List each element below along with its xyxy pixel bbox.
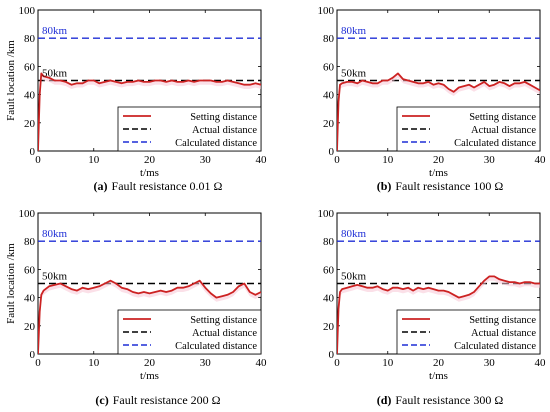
y-tick-label: 0 — [30, 146, 36, 158]
caption-text: Fault resistance 100 Ω — [395, 179, 503, 193]
y-tick-label: 20 — [323, 118, 335, 130]
x-axis-label: t/ms — [140, 167, 159, 179]
x-tick-label: 10 — [88, 154, 100, 166]
x-axis-label: t/ms — [429, 370, 448, 382]
legend-label-2: Actual distance — [471, 125, 536, 136]
x-tick-label: 10 — [382, 357, 394, 369]
annotation-50km: 50km — [341, 68, 367, 80]
y-tick-label: 100 — [318, 5, 335, 17]
legend-label-1: Setting distance — [469, 112, 536, 123]
series-line-1 — [337, 275, 540, 354]
y-tick-label: 40 — [323, 293, 335, 305]
caption-tag: (b) — [377, 179, 392, 193]
chart-panel-3: 0 10 20 30 40 0 20 40 60 80 100 t/ms Fault location … — [5, 208, 267, 407]
x-axis-label: t/ms — [429, 167, 448, 179]
panel-caption: (a) Fault resistance 0.01 Ω — [94, 179, 223, 193]
y-axis-label: Fault location /km — [5, 243, 17, 324]
chart-panel-4: 0 10 20 30 40 0 20 40 60 80 100 t/ms 80km 50km Setting… — [318, 208, 547, 407]
series-line-1 — [38, 279, 261, 354]
legend-label-1: Setting distance — [190, 112, 257, 123]
x-tick-label: 20 — [144, 357, 156, 369]
legend-label-3: Calculated distance — [175, 138, 257, 149]
y-tick-label: 20 — [24, 321, 36, 333]
y-tick-label: 60 — [323, 264, 335, 276]
x-tick-label: 40 — [256, 357, 268, 369]
legend-label-2: Actual distance — [192, 328, 257, 339]
x-tick-label: 0 — [35, 154, 41, 166]
y-tick-label: 0 — [329, 146, 335, 158]
annotation-50km: 50km — [42, 271, 68, 283]
y-tick-label: 60 — [323, 61, 335, 73]
x-tick-label: 10 — [88, 357, 100, 369]
x-tick-label: 20 — [433, 154, 445, 166]
x-tick-label: 40 — [535, 154, 547, 166]
x-tick-label: 30 — [484, 154, 496, 166]
annotation-80km: 80km — [42, 228, 68, 240]
y-tick-label: 80 — [24, 236, 36, 248]
x-tick-label: 40 — [256, 154, 268, 166]
annotation-80km: 80km — [341, 25, 367, 37]
annotation-80km: 80km — [42, 25, 68, 37]
y-tick-label: 0 — [329, 349, 335, 361]
chart-panel-2: 0 10 20 30 40 0 20 40 60 80 100 t/ms 80km 50km Setting… — [318, 5, 547, 193]
legend-label-1: Setting distance — [469, 315, 536, 326]
x-tick-label: 30 — [484, 357, 496, 369]
y-tick-label: 40 — [24, 90, 36, 102]
y-tick-label: 80 — [24, 33, 36, 45]
caption-tag: (d) — [377, 393, 392, 407]
y-tick-label: 0 — [30, 349, 36, 361]
x-tick-label: 20 — [144, 154, 156, 166]
legend-label-3: Calculated distance — [175, 341, 257, 352]
y-tick-label: 100 — [19, 208, 36, 220]
caption-tag: (c) — [95, 393, 108, 407]
legend-label-2: Actual distance — [471, 328, 536, 339]
y-tick-label: 40 — [24, 293, 36, 305]
annotation-80km: 80km — [341, 228, 367, 240]
caption-text: Fault resistance 300 Ω — [395, 393, 503, 407]
y-tick-label: 80 — [323, 236, 335, 248]
legend-label-3: Calculated distance — [454, 341, 536, 352]
x-tick-label: 0 — [334, 357, 340, 369]
x-tick-label: 30 — [200, 154, 212, 166]
y-tick-label: 80 — [323, 33, 335, 45]
x-tick-label: 10 — [382, 154, 394, 166]
caption-tag: (a) — [94, 179, 108, 193]
panel-caption: (d) Fault resistance 300 Ω — [377, 393, 504, 407]
y-tick-label: 60 — [24, 264, 36, 276]
y-tick-label: 60 — [24, 61, 36, 73]
y-tick-label: 20 — [323, 321, 335, 333]
annotation-50km: 50km — [42, 68, 68, 80]
legend-label-3: Calculated distance — [454, 138, 536, 149]
caption-text: Fault resistance 0.01 Ω — [112, 179, 223, 193]
chart-panel-1: 0 10 20 30 40 0 20 40 60 80 100 t/ms Fault location … — [5, 5, 267, 193]
y-tick-label: 20 — [24, 118, 36, 130]
x-tick-label: 0 — [35, 357, 41, 369]
caption-text: Fault resistance 200 Ω — [113, 393, 221, 407]
x-tick-label: 0 — [334, 154, 340, 166]
series-line-1 — [38, 72, 261, 151]
y-tick-label: 40 — [323, 90, 335, 102]
panel-caption: (b) Fault resistance 100 Ω — [377, 179, 504, 193]
y-axis-label: Fault location /km — [5, 40, 17, 121]
x-tick-label: 30 — [200, 357, 212, 369]
legend-label-2: Actual distance — [192, 125, 257, 136]
series-shade — [38, 280, 261, 354]
annotation-50km: 50km — [341, 271, 367, 283]
x-axis-label: t/ms — [140, 370, 159, 382]
x-tick-label: 20 — [433, 357, 445, 369]
x-tick-label: 40 — [535, 357, 547, 369]
legend-label-1: Setting distance — [190, 315, 257, 326]
series-line-1 — [337, 72, 540, 151]
y-tick-label: 100 — [19, 5, 36, 17]
panel-caption: (c) Fault resistance 200 Ω — [95, 393, 220, 407]
y-tick-label: 100 — [318, 208, 335, 220]
